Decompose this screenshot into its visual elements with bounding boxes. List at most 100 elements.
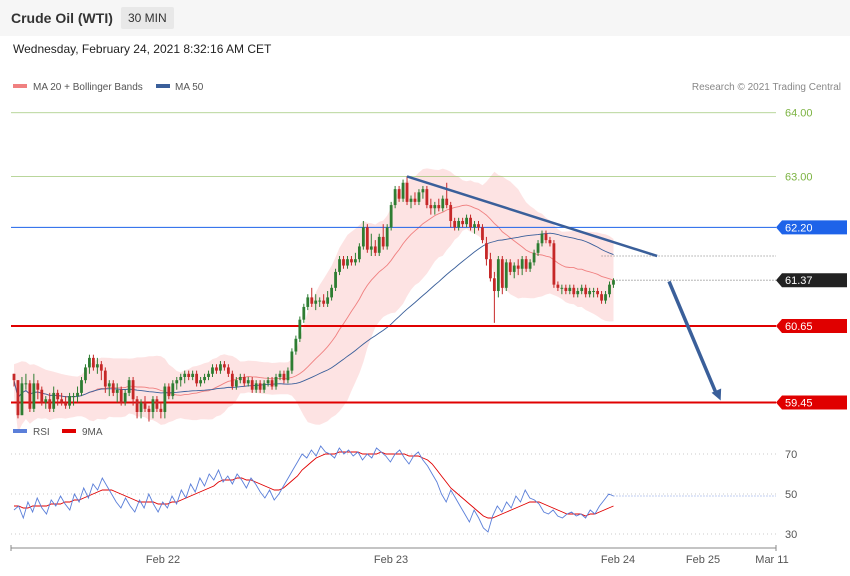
candle-body — [409, 198, 413, 202]
x-axis-label: Feb 22 — [146, 554, 180, 566]
interval-badge[interactable]: 30 MIN — [121, 7, 174, 29]
support-tag-bg — [776, 319, 847, 334]
candle-body — [485, 243, 488, 260]
candle-body — [92, 357, 95, 368]
candle-body — [32, 383, 36, 409]
candle-body — [385, 227, 389, 247]
candle-body — [576, 291, 580, 295]
candle-body — [68, 396, 71, 406]
ma9-legend-label: 9MA — [82, 427, 103, 438]
candle-body — [425, 189, 429, 206]
candle-body — [500, 259, 504, 288]
last-price-tag: 61.37 — [785, 275, 813, 287]
ma20-legend-label: MA 20 + Bollinger Bands — [33, 82, 143, 93]
x-axis-label: Feb 23 — [374, 554, 408, 566]
candle-body — [254, 383, 258, 390]
candle-body — [481, 227, 484, 241]
candle-body — [20, 383, 24, 416]
candle-body — [28, 383, 32, 409]
candle-body — [461, 220, 465, 225]
candle-body — [492, 278, 496, 292]
candle-body — [540, 233, 544, 244]
candle-body — [457, 220, 461, 228]
rsi-legend-swatch — [13, 429, 27, 433]
candle-body — [44, 399, 48, 403]
bollinger-band-fill — [14, 168, 614, 433]
candle-body — [608, 284, 611, 295]
resistance-tag: 64.00 — [785, 108, 813, 120]
candle-body — [417, 192, 421, 202]
candle-body — [135, 399, 139, 412]
candle-body — [322, 300, 326, 304]
candle-body — [238, 376, 242, 381]
candlesticks — [12, 176, 615, 422]
candle-body — [151, 399, 155, 412]
candle-body — [48, 399, 52, 409]
candle-body — [354, 259, 357, 263]
candle-body — [508, 262, 512, 272]
candle-body — [310, 297, 314, 304]
candle-body — [155, 399, 159, 409]
candle-body — [60, 399, 64, 403]
candle-body — [270, 380, 274, 387]
candle-body — [512, 265, 516, 272]
candle-body — [191, 373, 195, 377]
candle-body — [127, 380, 131, 393]
candle-body — [473, 224, 476, 228]
candle-body — [397, 189, 401, 199]
candle-body — [195, 373, 199, 384]
x-axis: Feb 22 Feb 23 Feb 24 Feb 25 Mar 11 — [10, 545, 789, 566]
candle-body — [207, 373, 210, 377]
candle-body — [350, 259, 353, 263]
candle-body — [520, 259, 524, 269]
candle-body — [72, 396, 75, 398]
projection-arrow-head — [711, 388, 722, 401]
candle-body — [258, 383, 262, 390]
support-tag: 59.45 — [785, 397, 813, 409]
candle-body — [588, 291, 592, 295]
x-axis-label: Mar 11 — [755, 554, 788, 566]
candle-body — [183, 373, 187, 377]
rsi-tick-label: 30 — [785, 529, 797, 541]
candle-body — [179, 376, 183, 381]
candle-body — [552, 243, 556, 285]
candle-body — [477, 224, 480, 228]
candle-body — [302, 306, 306, 320]
candle-body — [524, 259, 528, 269]
candle-body — [16, 380, 20, 416]
candle-body — [365, 227, 369, 250]
candle-body — [111, 383, 115, 393]
candle-body — [175, 380, 179, 384]
ma20-legend-swatch — [13, 84, 27, 88]
pivot-tag: 62.20 — [785, 222, 813, 234]
rsi-tick-label: 70 — [785, 449, 797, 461]
candle-body — [199, 380, 202, 384]
candle-body — [84, 367, 87, 381]
candle-body — [246, 380, 250, 384]
candle-body — [36, 383, 40, 390]
pivot-tag-bg — [776, 220, 847, 235]
candle-body — [107, 383, 111, 387]
candle-body — [203, 376, 206, 381]
candle-body — [572, 287, 576, 295]
candle-body — [401, 182, 405, 199]
candle-body — [262, 383, 266, 390]
trend-annotations — [406, 175, 722, 401]
ma50-legend-label: MA 50 — [175, 82, 204, 93]
candle-body — [290, 351, 294, 371]
candle-body — [119, 389, 123, 403]
candle-body — [604, 294, 607, 301]
candle-body — [338, 259, 341, 272]
candle-body — [318, 300, 322, 302]
header-bar: Crude Oil (WTI) 30 MIN — [0, 0, 850, 36]
datetime-label: Wednesday, February 24, 2021 8:32:16 AM … — [13, 42, 272, 56]
candle-body — [516, 265, 520, 269]
candle-body — [405, 182, 409, 202]
candle-body — [592, 291, 596, 293]
candle-body — [234, 380, 238, 387]
candle-body — [250, 380, 254, 390]
candle-body — [266, 380, 270, 384]
candle-body — [314, 300, 318, 304]
candle-body — [445, 198, 449, 206]
